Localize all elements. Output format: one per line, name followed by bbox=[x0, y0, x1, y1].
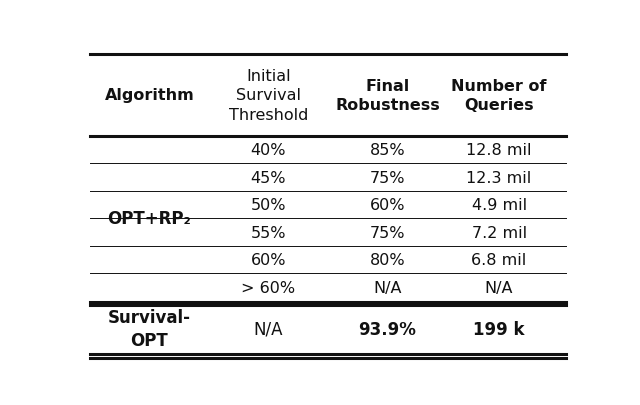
Text: 6.8 mil: 6.8 mil bbox=[472, 253, 527, 268]
Text: 75%: 75% bbox=[370, 170, 405, 185]
Text: 75%: 75% bbox=[370, 225, 405, 240]
Text: 50%: 50% bbox=[251, 198, 286, 213]
Text: Initial
Survival
Threshold: Initial Survival Threshold bbox=[228, 69, 308, 122]
Text: 7.2 mil: 7.2 mil bbox=[472, 225, 527, 240]
Text: > 60%: > 60% bbox=[241, 280, 296, 295]
Text: 60%: 60% bbox=[251, 253, 286, 268]
Text: 80%: 80% bbox=[370, 253, 405, 268]
Text: N/A: N/A bbox=[253, 320, 284, 338]
Text: 40%: 40% bbox=[251, 143, 286, 158]
Text: 55%: 55% bbox=[251, 225, 286, 240]
Text: Final
Robustness: Final Robustness bbox=[335, 79, 440, 113]
Text: 4.9 mil: 4.9 mil bbox=[472, 198, 527, 213]
Text: 85%: 85% bbox=[370, 143, 405, 158]
Text: N/A: N/A bbox=[485, 280, 513, 295]
Text: 93.9%: 93.9% bbox=[358, 320, 417, 338]
Text: Survival-
OPT: Survival- OPT bbox=[108, 309, 191, 350]
Text: Algorithm: Algorithm bbox=[104, 88, 195, 103]
Text: 12.3 mil: 12.3 mil bbox=[467, 170, 532, 185]
Text: Number of
Queries: Number of Queries bbox=[451, 79, 547, 113]
Text: N/A: N/A bbox=[373, 280, 402, 295]
Text: 60%: 60% bbox=[370, 198, 405, 213]
Text: 199 k: 199 k bbox=[474, 320, 525, 338]
Text: 12.8 mil: 12.8 mil bbox=[467, 143, 532, 158]
Text: 45%: 45% bbox=[251, 170, 286, 185]
Text: OPT+RP₂: OPT+RP₂ bbox=[108, 210, 191, 228]
